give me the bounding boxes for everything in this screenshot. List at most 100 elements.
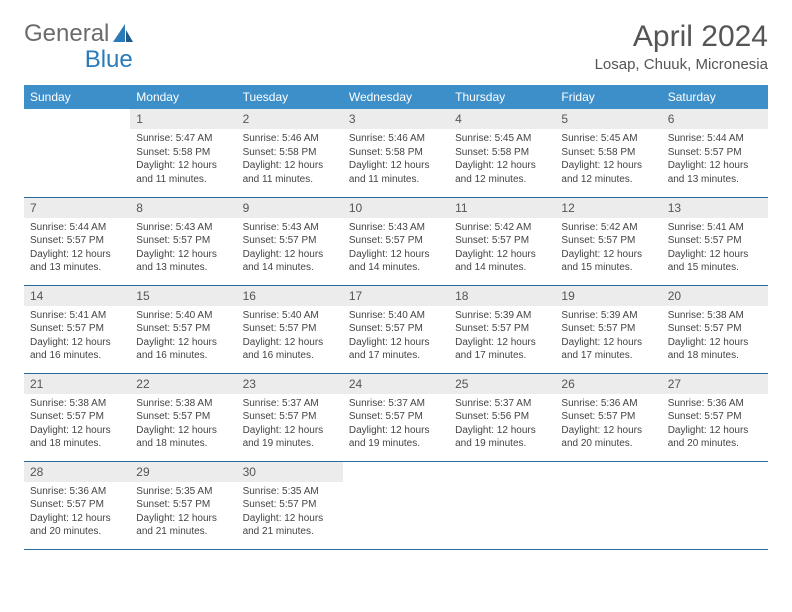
calendar-cell — [449, 461, 555, 549]
day-content: Sunrise: 5:46 AMSunset: 5:58 PMDaylight:… — [237, 129, 343, 192]
day-content: Sunrise: 5:36 AMSunset: 5:57 PMDaylight:… — [24, 482, 130, 545]
calendar-cell: 18Sunrise: 5:39 AMSunset: 5:57 PMDayligh… — [449, 285, 555, 373]
day-number: 26 — [555, 374, 661, 394]
day-number: 1 — [130, 109, 236, 129]
day-number: 20 — [662, 286, 768, 306]
day-number: 4 — [449, 109, 555, 129]
calendar-cell — [343, 461, 449, 549]
calendar-cell: 14Sunrise: 5:41 AMSunset: 5:57 PMDayligh… — [24, 285, 130, 373]
calendar-cell: 24Sunrise: 5:37 AMSunset: 5:57 PMDayligh… — [343, 373, 449, 461]
day-number: 7 — [24, 198, 130, 218]
calendar-cell: 3Sunrise: 5:46 AMSunset: 5:58 PMDaylight… — [343, 109, 449, 197]
day-number: 24 — [343, 374, 449, 394]
calendar-cell: 6Sunrise: 5:44 AMSunset: 5:57 PMDaylight… — [662, 109, 768, 197]
day-number: 16 — [237, 286, 343, 306]
day-content: Sunrise: 5:47 AMSunset: 5:58 PMDaylight:… — [130, 129, 236, 192]
day-number: 19 — [555, 286, 661, 306]
day-header: Saturday — [662, 85, 768, 109]
calendar-cell: 12Sunrise: 5:42 AMSunset: 5:57 PMDayligh… — [555, 197, 661, 285]
day-content: Sunrise: 5:42 AMSunset: 5:57 PMDaylight:… — [555, 218, 661, 281]
calendar-cell: 10Sunrise: 5:43 AMSunset: 5:57 PMDayligh… — [343, 197, 449, 285]
day-content: Sunrise: 5:43 AMSunset: 5:57 PMDaylight:… — [343, 218, 449, 281]
day-number: 17 — [343, 286, 449, 306]
day-number: 12 — [555, 198, 661, 218]
calendar-cell: 9Sunrise: 5:43 AMSunset: 5:57 PMDaylight… — [237, 197, 343, 285]
calendar-cell — [662, 461, 768, 549]
calendar-cell: 1Sunrise: 5:47 AMSunset: 5:58 PMDaylight… — [130, 109, 236, 197]
day-content: Sunrise: 5:44 AMSunset: 5:57 PMDaylight:… — [662, 129, 768, 192]
day-number: 21 — [24, 374, 130, 394]
day-header: Sunday — [24, 85, 130, 109]
month-title: April 2024 — [595, 20, 768, 54]
day-content: Sunrise: 5:45 AMSunset: 5:58 PMDaylight:… — [555, 129, 661, 192]
logo: General — [24, 20, 137, 48]
calendar-cell: 15Sunrise: 5:40 AMSunset: 5:57 PMDayligh… — [130, 285, 236, 373]
calendar-cell: 27Sunrise: 5:36 AMSunset: 5:57 PMDayligh… — [662, 373, 768, 461]
day-content: Sunrise: 5:44 AMSunset: 5:57 PMDaylight:… — [24, 218, 130, 281]
day-number: 10 — [343, 198, 449, 218]
day-content: Sunrise: 5:40 AMSunset: 5:57 PMDaylight:… — [237, 306, 343, 369]
day-content: Sunrise: 5:37 AMSunset: 5:57 PMDaylight:… — [343, 394, 449, 457]
day-content: Sunrise: 5:43 AMSunset: 5:57 PMDaylight:… — [237, 218, 343, 281]
calendar-header-row: SundayMondayTuesdayWednesdayThursdayFrid… — [24, 85, 768, 109]
calendar-cell — [24, 109, 130, 197]
calendar-cell: 23Sunrise: 5:37 AMSunset: 5:57 PMDayligh… — [237, 373, 343, 461]
day-header: Monday — [130, 85, 236, 109]
day-content: Sunrise: 5:40 AMSunset: 5:57 PMDaylight:… — [343, 306, 449, 369]
calendar-cell: 8Sunrise: 5:43 AMSunset: 5:57 PMDaylight… — [130, 197, 236, 285]
calendar-row: 14Sunrise: 5:41 AMSunset: 5:57 PMDayligh… — [24, 285, 768, 373]
day-content: Sunrise: 5:41 AMSunset: 5:57 PMDaylight:… — [24, 306, 130, 369]
calendar-cell: 30Sunrise: 5:35 AMSunset: 5:57 PMDayligh… — [237, 461, 343, 549]
day-number: 28 — [24, 462, 130, 482]
calendar-cell: 5Sunrise: 5:45 AMSunset: 5:58 PMDaylight… — [555, 109, 661, 197]
logo-text-blue: Blue — [85, 46, 133, 74]
calendar-cell: 21Sunrise: 5:38 AMSunset: 5:57 PMDayligh… — [24, 373, 130, 461]
day-content: Sunrise: 5:37 AMSunset: 5:57 PMDaylight:… — [237, 394, 343, 457]
calendar-cell — [555, 461, 661, 549]
day-content: Sunrise: 5:46 AMSunset: 5:58 PMDaylight:… — [343, 129, 449, 192]
day-content: Sunrise: 5:39 AMSunset: 5:57 PMDaylight:… — [449, 306, 555, 369]
calendar-cell: 4Sunrise: 5:45 AMSunset: 5:58 PMDaylight… — [449, 109, 555, 197]
day-number: 8 — [130, 198, 236, 218]
day-number: 18 — [449, 286, 555, 306]
day-number: 29 — [130, 462, 236, 482]
calendar-cell: 25Sunrise: 5:37 AMSunset: 5:56 PMDayligh… — [449, 373, 555, 461]
title-block: April 2024 Losap, Chuuk, Micronesia — [595, 20, 768, 73]
calendar-row: 7Sunrise: 5:44 AMSunset: 5:57 PMDaylight… — [24, 197, 768, 285]
day-number: 22 — [130, 374, 236, 394]
calendar-table: SundayMondayTuesdayWednesdayThursdayFrid… — [24, 85, 768, 550]
calendar-row: 28Sunrise: 5:36 AMSunset: 5:57 PMDayligh… — [24, 461, 768, 549]
day-content: Sunrise: 5:38 AMSunset: 5:57 PMDaylight:… — [130, 394, 236, 457]
calendar-cell: 13Sunrise: 5:41 AMSunset: 5:57 PMDayligh… — [662, 197, 768, 285]
calendar-cell: 7Sunrise: 5:44 AMSunset: 5:57 PMDaylight… — [24, 197, 130, 285]
day-content: Sunrise: 5:36 AMSunset: 5:57 PMDaylight:… — [555, 394, 661, 457]
day-number: 27 — [662, 374, 768, 394]
logo-text-general: General — [24, 20, 109, 48]
calendar-cell: 2Sunrise: 5:46 AMSunset: 5:58 PMDaylight… — [237, 109, 343, 197]
calendar-cell: 19Sunrise: 5:39 AMSunset: 5:57 PMDayligh… — [555, 285, 661, 373]
day-number: 14 — [24, 286, 130, 306]
header: General April 2024 Losap, Chuuk, Microne… — [24, 20, 768, 73]
day-number: 30 — [237, 462, 343, 482]
day-content: Sunrise: 5:35 AMSunset: 5:57 PMDaylight:… — [130, 482, 236, 545]
day-content: Sunrise: 5:38 AMSunset: 5:57 PMDaylight:… — [662, 306, 768, 369]
calendar-cell: 22Sunrise: 5:38 AMSunset: 5:57 PMDayligh… — [130, 373, 236, 461]
day-header: Wednesday — [343, 85, 449, 109]
day-number: 13 — [662, 198, 768, 218]
calendar-body: 1Sunrise: 5:47 AMSunset: 5:58 PMDaylight… — [24, 109, 768, 549]
day-content: Sunrise: 5:40 AMSunset: 5:57 PMDaylight:… — [130, 306, 236, 369]
calendar-cell: 28Sunrise: 5:36 AMSunset: 5:57 PMDayligh… — [24, 461, 130, 549]
day-header: Friday — [555, 85, 661, 109]
day-content: Sunrise: 5:41 AMSunset: 5:57 PMDaylight:… — [662, 218, 768, 281]
day-content: Sunrise: 5:45 AMSunset: 5:58 PMDaylight:… — [449, 129, 555, 192]
day-number: 15 — [130, 286, 236, 306]
location: Losap, Chuuk, Micronesia — [595, 56, 768, 73]
day-number: 11 — [449, 198, 555, 218]
calendar-cell: 26Sunrise: 5:36 AMSunset: 5:57 PMDayligh… — [555, 373, 661, 461]
calendar-cell: 29Sunrise: 5:35 AMSunset: 5:57 PMDayligh… — [130, 461, 236, 549]
calendar-cell: 20Sunrise: 5:38 AMSunset: 5:57 PMDayligh… — [662, 285, 768, 373]
calendar-cell: 17Sunrise: 5:40 AMSunset: 5:57 PMDayligh… — [343, 285, 449, 373]
day-header: Tuesday — [237, 85, 343, 109]
day-number: 2 — [237, 109, 343, 129]
day-header: Thursday — [449, 85, 555, 109]
